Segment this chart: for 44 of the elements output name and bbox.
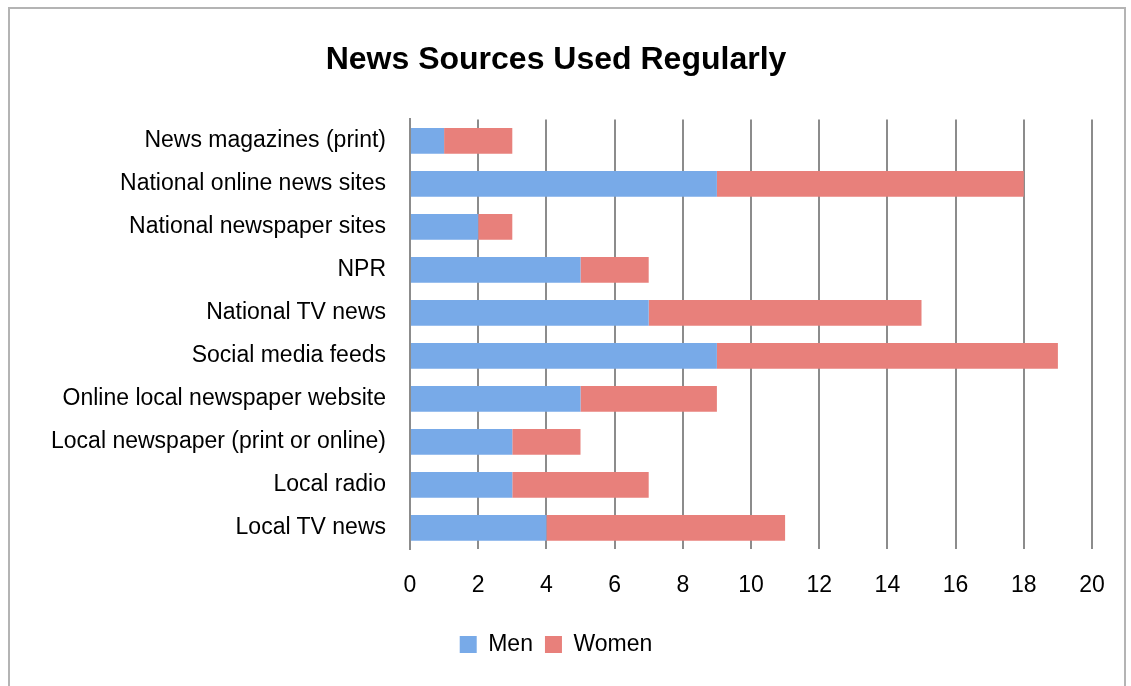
bar	[512, 429, 581, 455]
bar	[411, 171, 717, 197]
bar	[716, 343, 1058, 369]
x-tick-label: 20	[1079, 570, 1105, 597]
y-tick-label: Local TV news	[235, 513, 386, 540]
x-tick-label: 6	[608, 570, 621, 597]
legend-label: Men	[488, 629, 533, 656]
y-tick-label: National TV news	[206, 298, 386, 325]
bar	[580, 257, 649, 283]
y-tick-label: Local newspaper (print or online)	[51, 427, 386, 454]
bar	[411, 257, 581, 283]
bar	[580, 386, 717, 412]
y-tick-label: Local radio	[273, 470, 386, 497]
bar	[411, 343, 717, 369]
y-tick-label: NPR	[337, 255, 386, 282]
bar	[411, 300, 649, 326]
bar	[512, 472, 649, 498]
x-tick-label: 14	[874, 570, 901, 597]
x-tick-label: 8	[676, 570, 690, 597]
bar	[478, 214, 513, 240]
y-tick-label: National newspaper sites	[129, 212, 386, 239]
bar	[411, 515, 547, 541]
bar	[648, 300, 922, 326]
y-tick-label: Online local newspaper website	[62, 384, 386, 411]
x-tick-label: 0	[403, 570, 417, 597]
y-tick-label: Social media feeds	[191, 341, 386, 368]
legend-label: Women	[573, 629, 653, 656]
x-tick-label: 18	[1011, 570, 1037, 597]
x-tick-label: 2	[471, 570, 485, 597]
y-tick-label: News magazines (print)	[144, 126, 386, 153]
bar	[411, 386, 581, 412]
bar	[546, 515, 786, 541]
bar	[411, 128, 445, 154]
y-tick-label: National online news sites	[120, 169, 386, 196]
bar	[411, 214, 479, 240]
chart-title: News Sources Used Regularly	[325, 40, 787, 77]
bar	[716, 171, 1024, 197]
x-tick-label: 10	[738, 570, 764, 597]
bar	[444, 128, 513, 154]
x-tick-label: 12	[806, 570, 832, 597]
x-tick-label: 16	[942, 570, 969, 597]
bar	[411, 472, 513, 498]
x-tick-label: 4	[540, 570, 553, 597]
bar	[411, 429, 513, 455]
